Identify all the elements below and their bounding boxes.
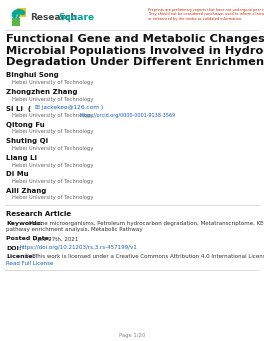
Text: Microbial Populations Involved in Hydrocarbon: Microbial Populations Involved in Hydroc… (6, 45, 264, 56)
Text: They should not be considered conclusive, used to inform clinical practice,: They should not be considered conclusive… (148, 13, 264, 16)
Text: Square: Square (58, 13, 94, 21)
Text: Hebei University of Technology: Hebei University of Technology (12, 97, 93, 102)
Text: Research: Research (30, 13, 77, 21)
Text: Degradation Under Different Enrichment Conditions: Degradation Under Different Enrichment C… (6, 57, 264, 67)
Text: Qitong Fu: Qitong Fu (6, 122, 45, 128)
Text: Hebei University of Technology: Hebei University of Technology (12, 80, 93, 85)
Text: Preprints are preliminary reports that have not undergone peer review.: Preprints are preliminary reports that h… (148, 8, 264, 12)
Text: Liang Li: Liang Li (6, 155, 37, 161)
Text: Zhongzhen Zhang: Zhongzhen Zhang (6, 89, 78, 95)
Text: Di Mu: Di Mu (6, 172, 29, 178)
Text: Hebei University of Technology: Hebei University of Technology (12, 195, 93, 201)
Text: License:: License: (6, 254, 35, 260)
Text: Read Full License: Read Full License (6, 261, 53, 266)
Text: This work is licensed under a Creative Commons Attribution 4.0 International Lic: This work is licensed under a Creative C… (34, 254, 264, 260)
Text: Si Li  (: Si Li ( (6, 105, 31, 112)
Text: https://orcid.org/0000-0001-9138-3569: https://orcid.org/0000-0001-9138-3569 (80, 113, 176, 118)
Text: Hebei University of Technology: Hebei University of Technology (12, 163, 93, 167)
Text: Shuting Qi: Shuting Qi (6, 138, 48, 145)
Text: Aili Zhang: Aili Zhang (6, 188, 46, 194)
Text: Research Article: Research Article (6, 211, 71, 218)
Text: DOI:: DOI: (6, 246, 21, 251)
Text: © ⊕: © ⊕ (24, 254, 36, 260)
Text: ✉ jackekee@126.com ): ✉ jackekee@126.com ) (35, 105, 103, 110)
Text: April 27th, 2021: April 27th, 2021 (34, 237, 78, 241)
Text: Hebei University of Technology: Hebei University of Technology (12, 179, 93, 184)
Text: or referenced by the media as validated information.: or referenced by the media as validated … (148, 17, 242, 21)
Text: Posted Date:: Posted Date: (6, 237, 52, 241)
Text: Hebei University of Technology: Hebei University of Technology (12, 130, 93, 134)
Text: pathway enrichment analysis, Metabolic Pathway: pathway enrichment analysis, Metabolic P… (6, 227, 143, 233)
Text: Binghui Song: Binghui Song (6, 73, 59, 78)
Text: Marine microorganisms, Petroleum hydrocarbon degradation, Metatranscriptome, KEG: Marine microorganisms, Petroleum hydroca… (29, 222, 264, 226)
Text: Page 1/20: Page 1/20 (119, 333, 145, 338)
Text: https://doi.org/10.21203/rs.3.rs-457199/v1: https://doi.org/10.21203/rs.3.rs-457199/… (19, 246, 137, 251)
Polygon shape (12, 18, 20, 26)
Text: Functional Gene and Metabolic Changes of Marine: Functional Gene and Metabolic Changes of… (6, 34, 264, 44)
Text: Keywords:: Keywords: (6, 222, 43, 226)
Text: Hebei University of Technology: Hebei University of Technology (12, 113, 93, 118)
Polygon shape (17, 8, 26, 17)
Text: Hebei University of Technology: Hebei University of Technology (12, 146, 93, 151)
